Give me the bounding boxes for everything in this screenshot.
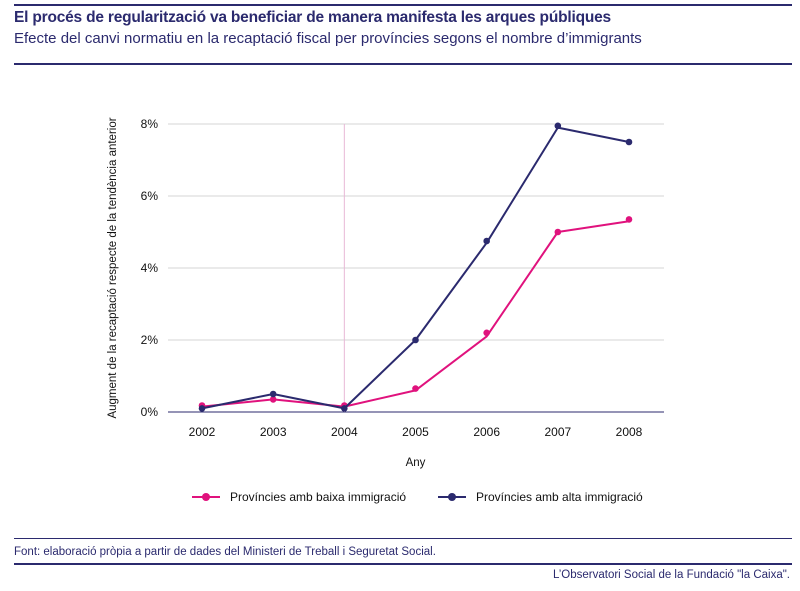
data-point: [625, 138, 633, 146]
y-tick-label: 0%: [141, 405, 159, 419]
bottom-rule: [14, 563, 792, 565]
source-rule: [14, 538, 792, 539]
x-tick-label: 2007: [544, 425, 571, 439]
data-point: [412, 385, 419, 392]
source-note: Font: elaboració pròpia a partir de dade…: [14, 546, 436, 558]
header-rule: [14, 63, 792, 65]
x-tick-label: 2002: [189, 425, 216, 439]
x-tick-label: 2006: [473, 425, 500, 439]
x-axis-title: Any: [406, 457, 426, 469]
chart-subtitle: Efecte del canvi normatiu en la recaptac…: [14, 30, 642, 47]
data-point: [483, 237, 490, 245]
data-point: [269, 396, 277, 403]
x-tick-label: 2003: [260, 425, 287, 439]
series-line: [201, 220, 630, 408]
legend-item-low-immigration: Províncies amb baixa immigració: [192, 490, 406, 504]
y-tick-label: 8%: [141, 117, 159, 131]
legend-label-high: Províncies amb alta immigració: [476, 490, 643, 504]
data-point: [554, 228, 562, 236]
data-point: [269, 390, 277, 398]
legend-swatch-high: [438, 491, 466, 503]
x-tick-label: 2005: [402, 425, 429, 439]
y-tick-label: 2%: [141, 333, 159, 347]
legend-swatch-low: [192, 491, 220, 503]
chart-title: El procés de regularització va beneficia…: [14, 9, 611, 26]
legend-label-low: Províncies amb baixa immigració: [230, 490, 407, 504]
credit-text: L’Observatori Social de la Fundació "la …: [552, 569, 790, 581]
y-axis-title: Augment de la recaptació respecte de la …: [107, 117, 119, 418]
y-tick-label: 6%: [141, 189, 159, 203]
top-rule: [14, 4, 792, 6]
data-point: [412, 336, 419, 344]
data-point: [198, 405, 206, 412]
x-tick-label: 2004: [331, 425, 358, 439]
data-point: [341, 405, 348, 412]
x-tick-label: 2008: [616, 425, 643, 439]
data-point: [554, 122, 562, 130]
y-tick-label: 4%: [141, 261, 159, 275]
legend-item-high-immigration: Províncies amb alta immigració: [438, 490, 643, 504]
data-point: [625, 216, 633, 223]
data-point: [483, 329, 490, 337]
